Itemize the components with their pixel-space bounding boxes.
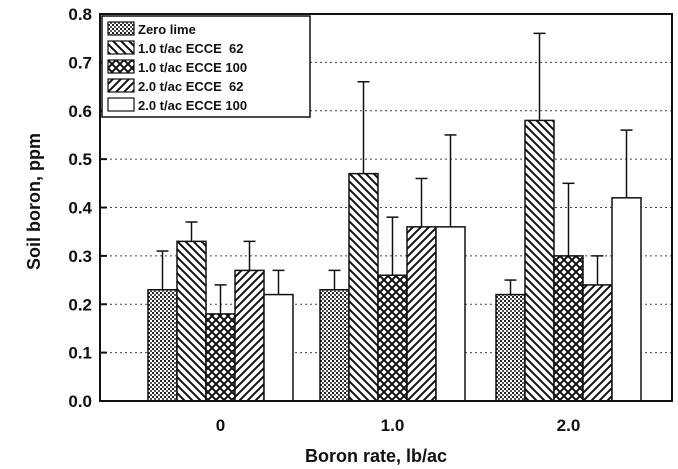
bar <box>234 269 265 402</box>
bar <box>495 293 526 402</box>
y-axis-ticks: 0.0 0.1 0.2 0.3 0.4 0.5 0.6 0.7 0.8 <box>68 5 107 411</box>
bar <box>147 288 178 402</box>
error-bars <box>156 32 633 314</box>
x-tick-label: 1.0 <box>381 416 405 435</box>
bar <box>176 240 207 402</box>
legend-box <box>101 15 311 118</box>
bar <box>377 274 408 402</box>
y-tick-label: 0.6 <box>68 102 92 121</box>
y-tick-label: 0.4 <box>68 199 92 218</box>
legend-swatch <box>107 97 135 112</box>
bar <box>319 288 350 402</box>
legend-label: 2.0 t/ac ECCE 62 <box>138 79 244 94</box>
x-axis-title: Boron rate, lb/ac <box>305 446 447 466</box>
bar <box>582 284 613 402</box>
legend-swatch <box>107 59 135 74</box>
legend-swatch <box>107 21 135 36</box>
y-tick-label: 0.0 <box>68 392 92 411</box>
bar <box>553 255 584 402</box>
x-axis-ticks: 0 1.0 2.0 <box>216 416 581 435</box>
legend-swatch <box>107 78 135 93</box>
y-tick-label: 0.8 <box>68 5 92 24</box>
x-tick-label: 0 <box>216 416 225 435</box>
legend-label: 1.0 t/ac ECCE 100 <box>138 60 247 75</box>
legend-label: Zero lime <box>138 22 196 37</box>
legend-label: 1.0 t/ac ECCE 62 <box>138 41 244 56</box>
bar <box>611 197 642 402</box>
y-tick-label: 0.2 <box>68 295 92 314</box>
legend-label: 2.0 t/ac ECCE 100 <box>138 98 247 113</box>
y-tick-label: 0.7 <box>68 53 92 72</box>
bar <box>435 226 466 402</box>
x-tick-label: 2.0 <box>557 416 581 435</box>
legend: Zero lime 1.0 t/ac ECCE 62 1.0 t/ac ECCE 1… <box>101 15 311 118</box>
y-tick-label: 0.5 <box>68 150 92 169</box>
bars <box>147 119 642 402</box>
bar <box>524 119 555 402</box>
bar <box>406 226 437 402</box>
bar <box>263 293 294 402</box>
bar <box>348 172 379 402</box>
bar <box>205 313 236 402</box>
y-axis-title: Soil boron, ppm <box>24 133 44 270</box>
y-tick-label: 0.1 <box>68 344 92 363</box>
y-tick-label: 0.3 <box>68 247 92 266</box>
legend-swatch <box>107 40 135 55</box>
